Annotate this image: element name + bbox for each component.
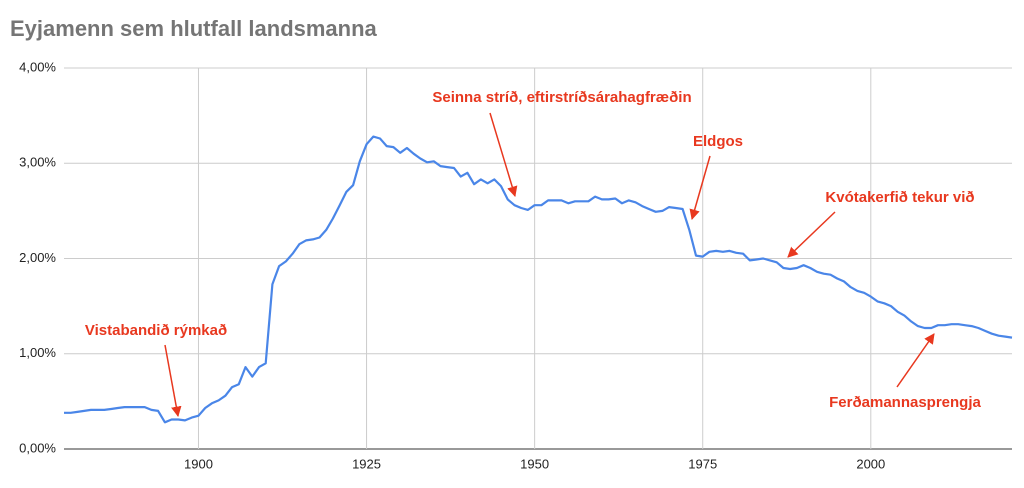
y-tick-label: 4,00% (19, 59, 56, 74)
annotation-arrow (164, 344, 182, 418)
data-line (64, 135, 1013, 424)
x-tick-label: 2000 (856, 456, 885, 471)
x-tick-label: 1925 (352, 456, 381, 471)
annotation: Ferðamannasprengja (829, 394, 981, 411)
annotation-arrow (896, 333, 935, 388)
annotation: Seinna stríð, eftirstríðsárahagfræðin (432, 89, 691, 106)
x-tick-label: 1900 (184, 456, 213, 471)
chart-title: Eyjamenn sem hlutfall landsmanna (10, 16, 378, 41)
annotation-arrow (689, 155, 711, 221)
annotation: Eldgos (693, 133, 743, 150)
y-tick-label: 0,00% (19, 440, 56, 455)
annotation-arrow (787, 211, 836, 258)
annotation: Kvótakerfið tekur við (825, 189, 974, 206)
x-tick-label: 1975 (688, 456, 717, 471)
x-tick-label: 1950 (520, 456, 549, 471)
y-tick-label: 1,00% (19, 345, 56, 360)
y-tick-label: 2,00% (19, 250, 56, 265)
y-tick-label: 3,00% (19, 155, 56, 170)
annotation-arrow (489, 112, 518, 198)
annotation: Vistabandið rýmkað (85, 322, 227, 339)
